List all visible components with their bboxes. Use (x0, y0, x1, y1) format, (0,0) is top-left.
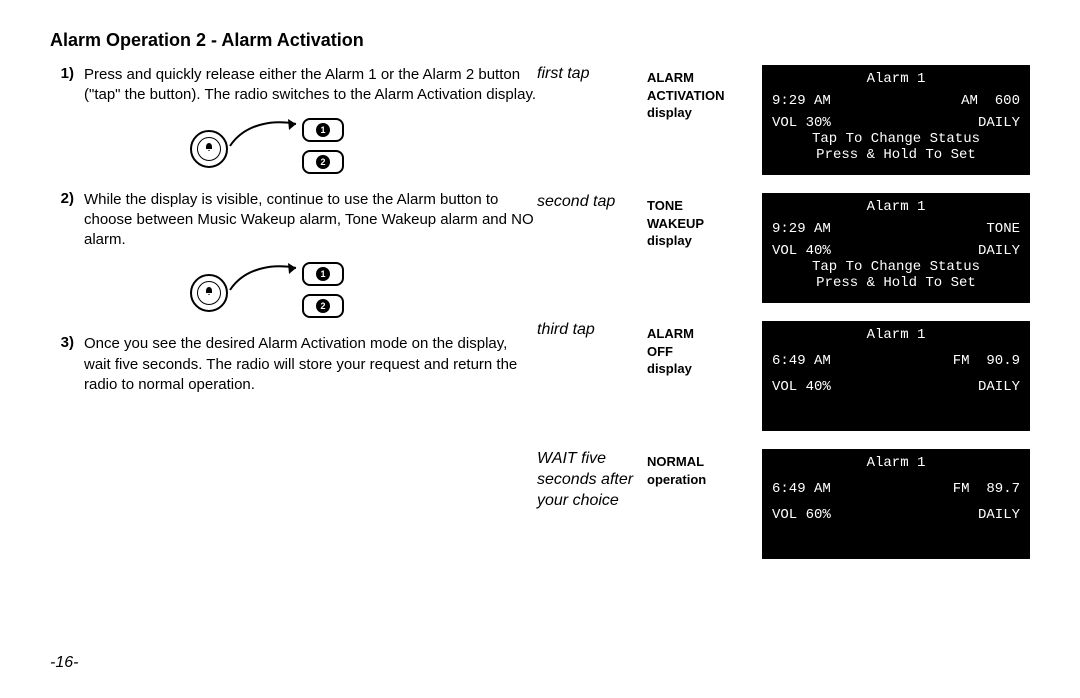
page-number: -16- (50, 654, 78, 672)
step-num: 2) (50, 190, 84, 251)
display-row-2: second tap TONE WAKEUP display Alarm 1 9… (537, 193, 1030, 303)
step-text: Once you see the desired Alarm Activatio… (84, 334, 537, 395)
button-diagram-2: 1 2 (190, 260, 537, 324)
alarm1-button-icon: 1 (302, 118, 344, 142)
tap-label: first tap (537, 65, 647, 83)
step-1: 1) Press and quickly release either the … (50, 65, 537, 106)
alarm-knob-icon (190, 130, 228, 168)
lcd-tone-wakeup: Alarm 1 9:29 AMTONE VOL 40%DAILY Tap To … (762, 193, 1030, 303)
alarm-knob-icon (190, 274, 228, 312)
button-diagram-1: 1 2 (190, 116, 537, 180)
section-title: Alarm Operation 2 - Alarm Activation (50, 30, 1030, 51)
display-row-4: WAIT five seconds after your choice NORM… (537, 449, 1030, 559)
alarm1-button-icon: 1 (302, 262, 344, 286)
display-label: NORMAL operation (647, 449, 762, 559)
lcd-alarm-activation: Alarm 1 9:29 AMAM 600 VOL 30%DAILY Tap T… (762, 65, 1030, 175)
lcd-alarm-off: Alarm 1 6:49 AMFM 90.9 VOL 40%DAILY (762, 321, 1030, 431)
display-label: TONE WAKEUP display (647, 193, 762, 303)
step-3: 3) Once you see the desired Alarm Activa… (50, 334, 537, 395)
display-row-1: first tap ALARM ACTIVATION display Alarm… (537, 65, 1030, 175)
alarm2-button-icon: 2 (302, 150, 344, 174)
step-num: 1) (50, 65, 84, 106)
step-text: Press and quickly release either the Ala… (84, 65, 537, 106)
step-2: 2) While the display is visible, continu… (50, 190, 537, 251)
wait-label: WAIT five seconds after your choice (537, 449, 647, 511)
display-label: ALARM ACTIVATION display (647, 65, 762, 175)
tap-label: third tap (537, 321, 647, 339)
tap-label: second tap (537, 193, 647, 211)
display-label: ALARM OFF display (647, 321, 762, 431)
step-num: 3) (50, 334, 84, 395)
steps-column: 1) Press and quickly release either the … (50, 65, 537, 559)
display-row-3: third tap ALARM OFF display Alarm 1 6:49… (537, 321, 1030, 431)
alarm2-button-icon: 2 (302, 294, 344, 318)
step-text: While the display is visible, continue t… (84, 190, 537, 251)
lcd-normal: Alarm 1 6:49 AMFM 89.7 VOL 60%DAILY (762, 449, 1030, 559)
manual-page: Alarm Operation 2 - Alarm Activation 1) … (0, 0, 1080, 698)
